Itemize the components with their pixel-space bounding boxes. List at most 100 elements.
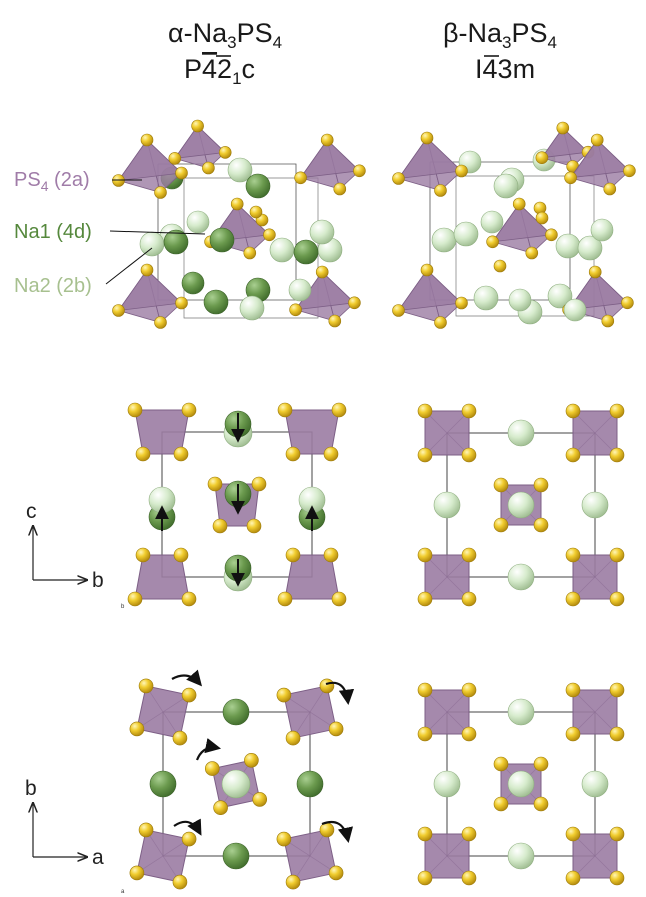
sulfur-atom: [243, 246, 257, 260]
sulfur-atom: [609, 591, 625, 607]
sulfur-atom: [556, 121, 570, 135]
na2-atom: [480, 210, 504, 234]
sulfur-atom: [493, 756, 509, 772]
sulfur-atom: [486, 235, 499, 249]
sulfur-atom: [181, 687, 197, 703]
sulfur-atom: [455, 296, 468, 310]
sulfur-atom: [127, 402, 143, 418]
sulfur-atom: [461, 547, 477, 563]
sulfur-atom: [545, 228, 558, 242]
sulfur-atom: [533, 796, 549, 812]
sulfur-atom: [565, 547, 581, 563]
rotation-arrow: [321, 820, 354, 844]
na2-atom: [547, 283, 573, 309]
beta-perspective-view: [392, 121, 636, 329]
ps4-tetrahedron-face: [569, 139, 631, 179]
tetra-edge: [572, 689, 618, 735]
na1-atom: [293, 239, 319, 265]
sulfur-atom: [246, 518, 262, 534]
title-beta: β-Na3PS4: [443, 18, 557, 52]
sulfur-atom: [493, 477, 509, 493]
corner-label: b: [121, 604, 125, 610]
sulfur-atom: [565, 682, 581, 698]
na2-atom: [433, 491, 461, 519]
sulfur-atom: [276, 831, 292, 847]
sulfur-atom: [533, 517, 549, 533]
tetra-edge: [292, 685, 328, 739]
sulfur-atom: [525, 246, 539, 260]
sulfur-atom: [609, 403, 625, 419]
sulfur-atom: [493, 796, 509, 812]
sulfur-atom: [127, 591, 143, 607]
ps4-tetrahedron-face: [397, 269, 463, 312]
sulfur-atom: [333, 182, 347, 196]
sulfur-atom: [609, 870, 625, 886]
svg-text:I43m: I43m: [475, 54, 535, 84]
sulfur-atom: [277, 402, 293, 418]
sulfur-atom: [204, 761, 220, 776]
alpha-bc-projection: [127, 402, 347, 607]
na1-atom: [209, 227, 235, 253]
sulfur-atom: [417, 403, 433, 419]
sulfur-atom: [277, 591, 293, 607]
sulfur-atom: [191, 119, 204, 133]
sulfur-atom: [331, 591, 347, 607]
na2-atom: [309, 219, 335, 245]
sulfur-atom: [135, 446, 151, 462]
na2-atom: [507, 563, 535, 591]
sulfur-atom: [285, 547, 301, 563]
sulfur-atom: [434, 184, 447, 197]
sulfur-atom: [323, 446, 339, 462]
sulfur-atom: [455, 164, 468, 178]
sulfur-atom: [181, 591, 197, 607]
alpha-ab-projection: [129, 669, 355, 890]
sulfur-atom: [417, 870, 433, 886]
sulfur-atom: [213, 800, 228, 816]
sulfur-atom: [417, 826, 433, 842]
ps4-tetrahedron-face: [397, 137, 463, 180]
na2-atom: [493, 173, 519, 199]
sulfur-atom: [129, 721, 145, 737]
sulfur-atom: [535, 151, 549, 164]
sulfur-atom: [512, 197, 526, 211]
sulfur-atom: [434, 316, 447, 329]
na2-atom: [507, 419, 535, 447]
sulfur-atom: [493, 259, 507, 273]
na2-atom: [431, 227, 457, 253]
sulfur-atom: [533, 477, 549, 493]
na2-atom: [269, 237, 295, 263]
rotation-arrow: [171, 669, 203, 687]
na1-atom: [203, 289, 229, 315]
na2-atom: [563, 298, 587, 322]
na1-atom: [245, 173, 271, 199]
sulfur-atom: [181, 831, 197, 847]
svg-text:P421c: P421c: [184, 54, 255, 88]
axes-cb: c b b: [26, 500, 125, 610]
sulfur-atom: [285, 446, 301, 462]
sulfur-atom: [135, 547, 151, 563]
axis-label-a: a: [92, 846, 104, 869]
sulfur-atom: [154, 186, 167, 199]
tetra-edge: [572, 410, 618, 456]
sulfur-atom: [285, 730, 301, 746]
sulfur-atom: [623, 164, 636, 178]
sulfur-atom: [565, 826, 581, 842]
sulfur-atom: [565, 403, 581, 419]
sulfur-atom: [331, 402, 347, 418]
sulfur-atom: [417, 726, 433, 742]
rotation-arrow: [195, 738, 222, 761]
sulfur-atom: [230, 197, 244, 211]
sulfur-atom: [603, 182, 617, 196]
na2-atom: [186, 210, 210, 234]
sulfur-atom: [348, 296, 361, 310]
na2-atom: [590, 218, 614, 242]
sulfur-atom: [493, 517, 509, 533]
sulfur-atom: [319, 678, 335, 694]
sulfur-atom: [392, 172, 405, 185]
sulfur-atom: [138, 822, 154, 838]
sulfur-atom: [565, 447, 581, 463]
legend-na2: Na2 (2b): [14, 247, 153, 297]
na2-atom: [473, 285, 499, 311]
na2-atom: [581, 491, 609, 519]
svg-text:PS4 (2a): PS4 (2a): [14, 169, 90, 194]
